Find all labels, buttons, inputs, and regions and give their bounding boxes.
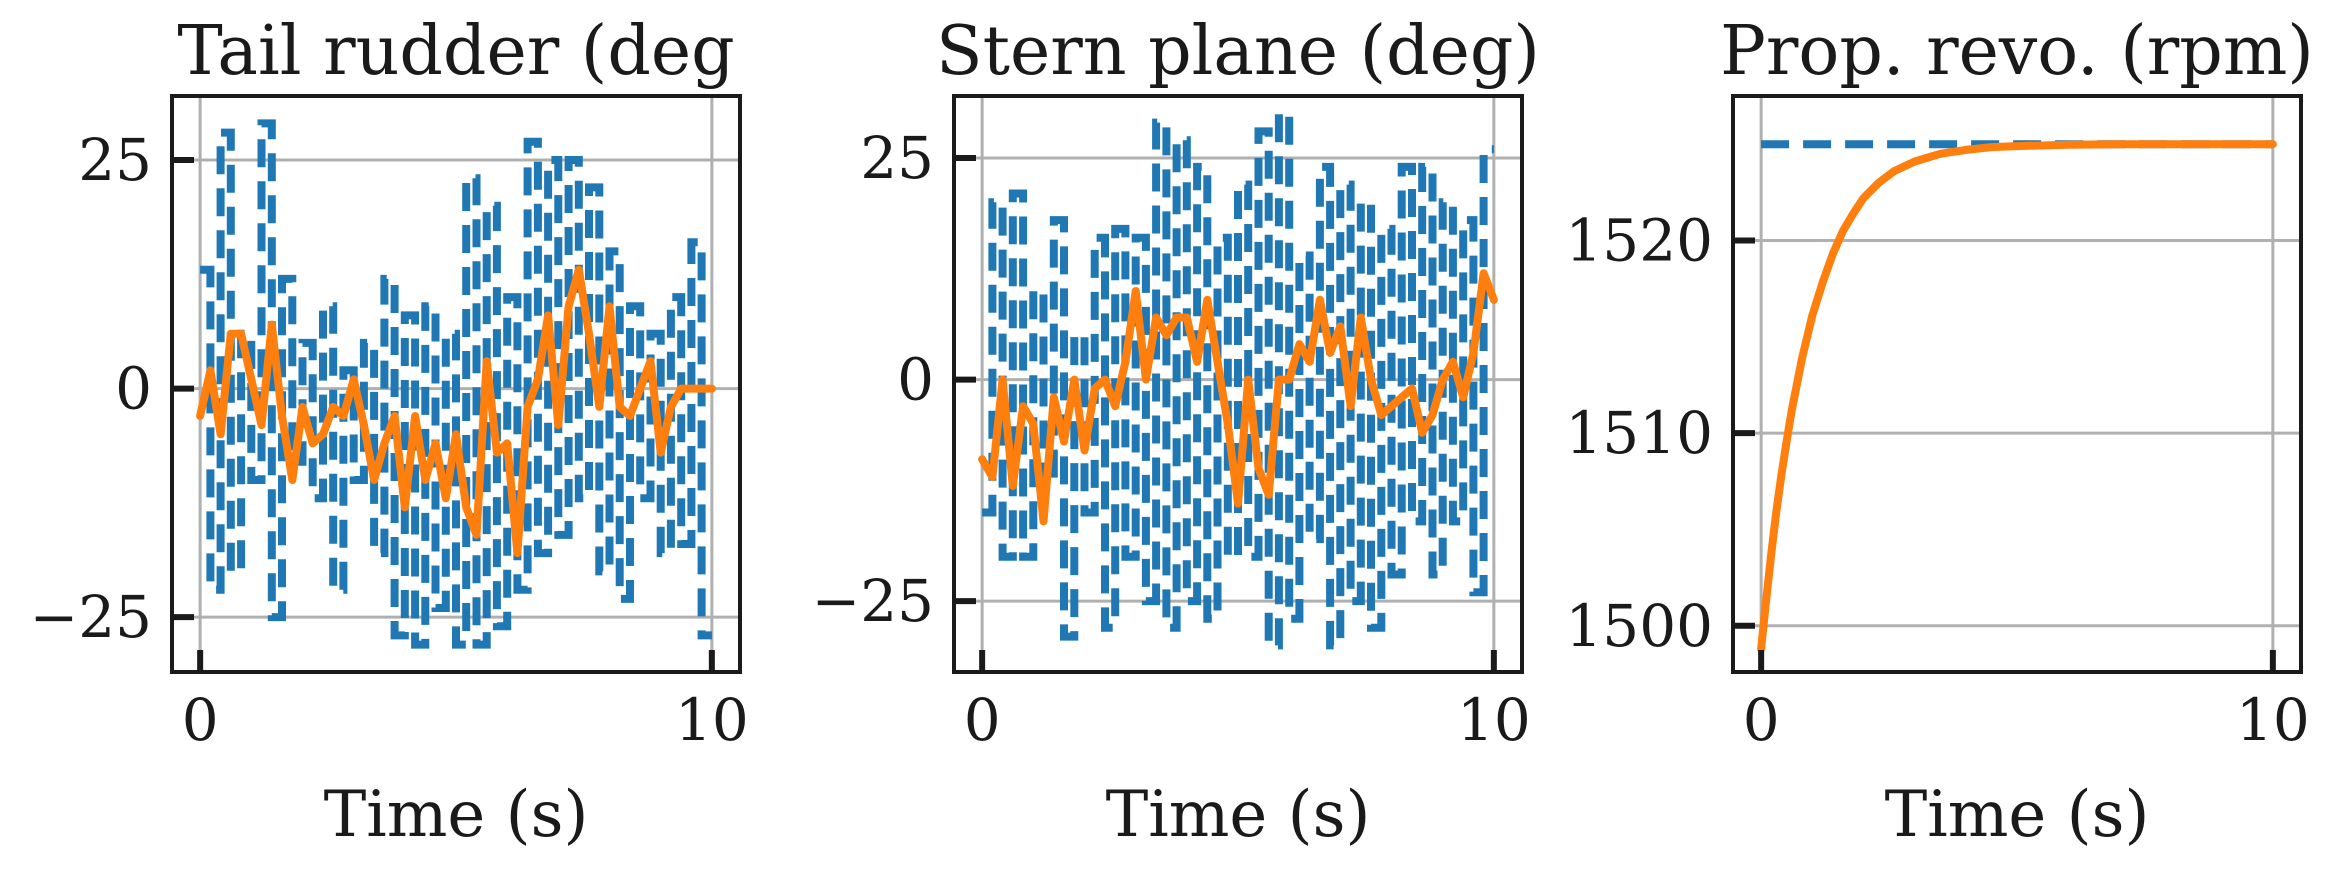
panel-stern-plane: −25 0 25 0 10 Stern plane (deg) Time (s) [812,12,1540,852]
ticks: −25 0 25 0 10 [30,126,749,754]
y-tick-label: 0 [897,346,934,414]
series-line-command [982,109,1494,650]
x-tick-label: 10 [2236,686,2310,754]
series-line-actual [1757,140,2277,653]
x-tick-label: 10 [675,686,749,754]
panel-tail-rudder: −25 0 25 0 10 Tail rudder (deg Time (s) [30,12,749,852]
chart-title: Tail rudder (deg [177,12,734,91]
panel-prop-revo: 1500 1510 1520 0 10 Prop. revo. (rpm) Time (… [1565,12,2313,852]
y-tick-label: 1520 [1565,206,1713,274]
x-tick-label: 0 [182,686,219,754]
y-tick-label: 0 [115,355,152,423]
series-line-actual [196,265,716,558]
grid-lines [1733,96,2301,672]
x-tick-label: 0 [1743,686,1780,754]
ticks: −25 0 25 0 10 [812,124,1531,754]
series-layer [978,109,1498,650]
y-tick-label: −25 [812,567,934,635]
y-tick-label: 1510 [1565,399,1713,467]
series-layer [1757,140,2277,653]
x-axis-label: Time (s) [1106,778,1371,852]
y-tick-label: −25 [30,583,152,651]
ticks: 1500 1510 1520 0 10 [1565,206,2309,754]
chart-title: Stern plane (deg) [936,12,1540,91]
y-tick-label: 25 [78,126,152,194]
y-tick-label: 25 [860,124,934,192]
x-axis-label: Time (s) [1885,778,2150,852]
chart-title: Prop. revo. (rpm) [1720,12,2314,91]
series-line-actual [978,269,1498,526]
series-layer [196,119,716,649]
x-axis-label: Time (s) [324,778,589,852]
y-tick-label: 1500 [1565,592,1713,660]
grid-lines [954,96,1522,672]
x-tick-label: 0 [964,686,1001,754]
series-line-command [200,119,712,649]
x-tick-label: 10 [1457,686,1531,754]
